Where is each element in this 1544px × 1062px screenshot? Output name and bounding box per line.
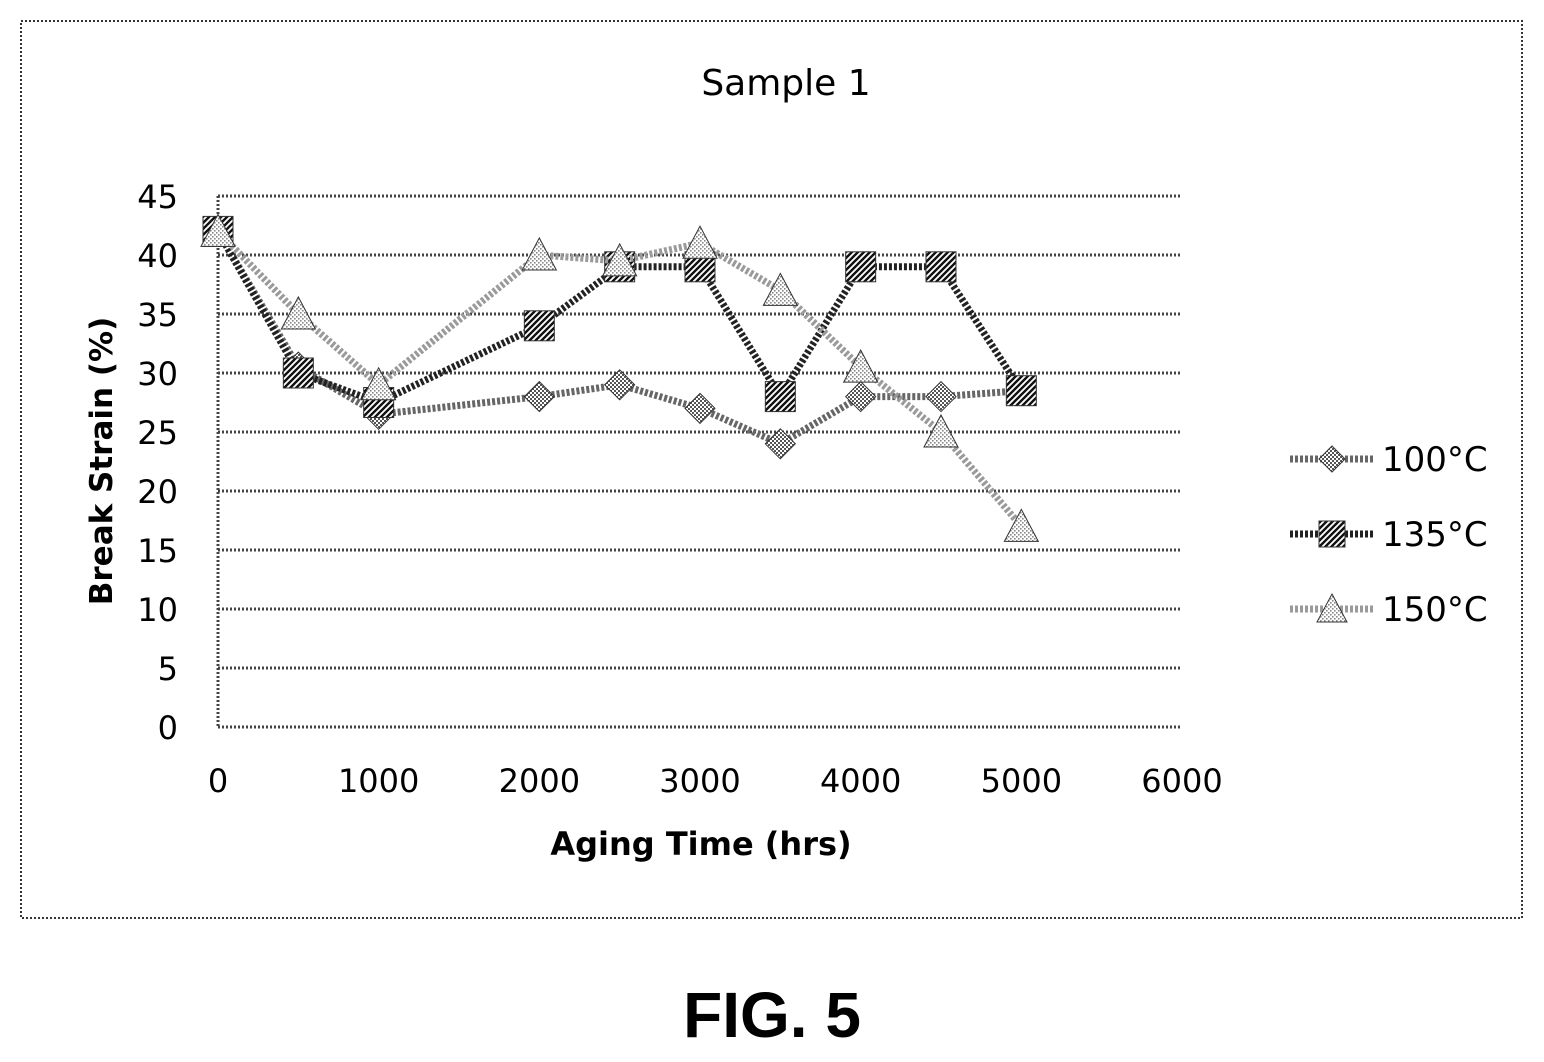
legend-item: 135°C xyxy=(1290,515,1488,555)
data-point xyxy=(280,295,317,330)
legend-label: 150°C xyxy=(1382,590,1488,630)
y-tick-label: 25 xyxy=(137,414,178,452)
data-point xyxy=(925,380,957,413)
legend-swatch-marker xyxy=(1316,592,1348,623)
data-point xyxy=(523,310,555,342)
y-tick-label: 20 xyxy=(137,473,178,511)
x-tick-label: 2000 xyxy=(499,762,580,800)
legend-label: 135°C xyxy=(1382,515,1488,555)
legend-swatch-marker xyxy=(1318,445,1346,473)
y-axis-title: Break Strain (%) xyxy=(84,317,120,606)
data-point xyxy=(842,349,879,383)
x-tick-label: 4000 xyxy=(820,762,901,800)
data-point xyxy=(1003,508,1040,542)
y-tick-label: 45 xyxy=(137,178,178,216)
y-tick-label: 35 xyxy=(137,296,178,334)
series-line xyxy=(215,228,1024,529)
data-point xyxy=(282,357,314,389)
x-tick-labels: 0 1000 2000 3000 4000 5000 6000 xyxy=(208,762,1223,800)
data-point xyxy=(764,428,797,460)
data-point xyxy=(684,392,716,425)
y-tick-label: 0 xyxy=(158,709,178,747)
x-axis-title: Aging Time (hrs) xyxy=(550,825,851,863)
figure-label: FIG. 5 xyxy=(683,979,861,1051)
legend: 100°C 135°C 150°C xyxy=(1290,440,1488,630)
data-point xyxy=(925,251,957,283)
y-tick-labels: 0 5 10 15 20 25 30 35 40 45 xyxy=(137,178,178,747)
data-point xyxy=(1005,375,1037,407)
series-2 xyxy=(200,213,1040,542)
chart-border xyxy=(20,20,1523,919)
data-point xyxy=(521,236,558,271)
legend-item: 150°C xyxy=(1290,590,1488,630)
chart-title: Sample 1 xyxy=(701,63,870,104)
series-line xyxy=(214,229,1022,448)
data-point xyxy=(200,213,236,247)
data-point xyxy=(764,381,796,413)
data-point xyxy=(603,369,636,401)
x-tick-label: 3000 xyxy=(659,762,740,800)
y-tick-label: 30 xyxy=(137,355,178,393)
legend-item: 100°C xyxy=(1290,440,1488,480)
data-point xyxy=(845,251,877,283)
data-point xyxy=(523,380,556,413)
x-tick-label: 6000 xyxy=(1141,762,1222,800)
y-tick-label: 15 xyxy=(137,532,178,570)
y-tick-label: 40 xyxy=(137,237,178,275)
data-point xyxy=(923,413,959,448)
legend-swatch-marker xyxy=(1318,520,1346,548)
data-point xyxy=(682,225,718,259)
data-point xyxy=(844,380,877,413)
x-tick-label: 5000 xyxy=(981,762,1062,800)
data-point xyxy=(601,242,638,277)
series-line xyxy=(214,229,1025,407)
x-tick-label: 0 xyxy=(208,762,228,800)
y-tick-label: 10 xyxy=(137,591,178,629)
x-tick-label: 1000 xyxy=(338,762,419,800)
data-point xyxy=(360,366,397,401)
y-tick-label: 5 xyxy=(158,650,178,688)
data-series xyxy=(200,213,1040,542)
data-point xyxy=(762,272,799,306)
legend-label: 100°C xyxy=(1382,440,1488,480)
